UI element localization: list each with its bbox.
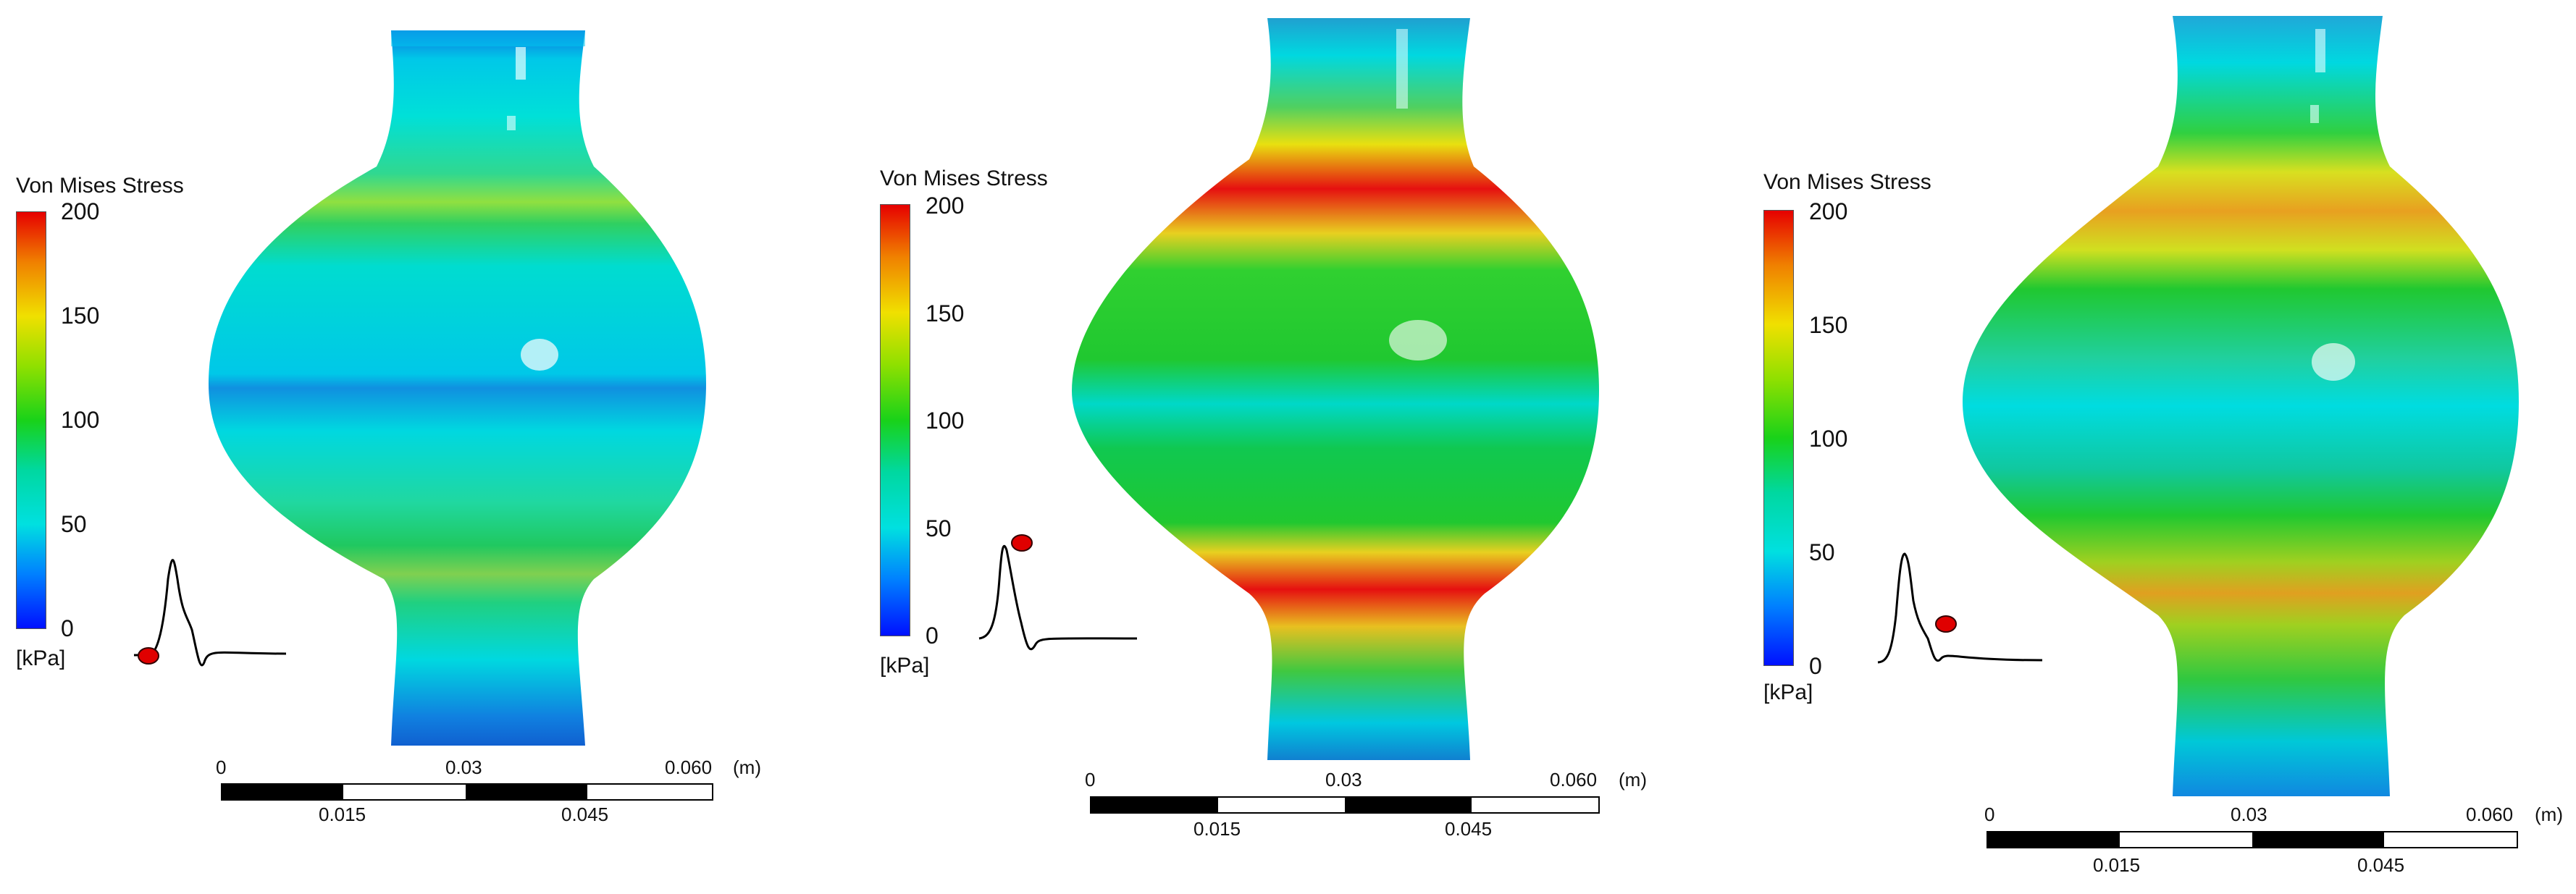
panel-3: Von Mises Stress 200 150 100 50 0 [kPa] …: [1738, 0, 2576, 894]
aneurysm-shape-2: [1072, 18, 1599, 760]
tick-label: 0: [1809, 653, 1822, 679]
tick-label: 100: [926, 408, 965, 434]
tick-label: 150: [1809, 312, 1848, 338]
scale-label: 0.015: [319, 804, 366, 825]
stress-surface-1: [209, 30, 706, 746]
scale-label: 0.060: [665, 756, 713, 778]
tick-label: 50: [61, 511, 87, 537]
scale-label: 0: [216, 756, 227, 778]
stress-surface-2: [1072, 18, 1599, 760]
stress-surface-3: [1963, 16, 2519, 796]
scale-label: 0.060: [1550, 769, 1598, 790]
scale-label: 0.060: [2466, 804, 2514, 825]
phase-marker: [1935, 615, 1957, 633]
tick-label: 50: [926, 515, 952, 541]
phase-marker: [1011, 534, 1033, 552]
highlight-2: [1389, 320, 1447, 360]
aneurysm-shape-1: [209, 30, 706, 746]
legend-title: Von Mises Stress: [16, 174, 184, 198]
scale-label: 0.045: [1445, 818, 1493, 840]
tick-label: 100: [61, 407, 100, 433]
scale-unit: (m): [2535, 804, 2563, 825]
highlight-1: [521, 339, 558, 371]
scale-unit: (m): [733, 756, 761, 778]
scale-label: 0: [1984, 804, 1995, 825]
scale-label: 0.045: [2357, 854, 2405, 876]
scale-label: 0.015: [1193, 818, 1241, 840]
tick-label: 0: [61, 615, 74, 641]
tick-label: 200: [61, 198, 100, 224]
panel-1: Von Mises Stress 200 150 100 50 0 [kPa] …: [0, 0, 855, 894]
cardiac-cycle-icon-2: [978, 534, 1138, 651]
tick-label: 150: [61, 303, 100, 329]
colorbar: [16, 211, 46, 629]
scale-label: 0.045: [561, 804, 609, 825]
tick-label: 200: [926, 193, 965, 219]
phase-marker: [138, 647, 159, 665]
colorbar: [880, 204, 910, 636]
scale-label: 0: [1085, 769, 1096, 790]
panel-2: Von Mises Stress 200 150 100 50 0 [kPa] …: [855, 0, 1716, 894]
tick-label: 100: [1809, 426, 1848, 452]
scale-unit: (m): [1619, 769, 1647, 790]
scale-label: 0.03: [445, 756, 482, 778]
scale-label: 0.03: [1325, 769, 1362, 790]
tick-label: 50: [1809, 539, 1835, 565]
aneurysm-shape-3: [1963, 16, 2519, 796]
legend-title: Von Mises Stress: [1763, 170, 1931, 194]
cardiac-cycle-icon-3: [1877, 552, 2043, 664]
tick-label: 150: [926, 300, 965, 326]
unit-label: [kPa]: [16, 646, 66, 670]
scale-label: 0.015: [2093, 854, 2141, 876]
scale-label: 0.03: [2231, 804, 2267, 825]
unit-label: [kPa]: [1763, 680, 1813, 704]
colorbar: [1763, 210, 1794, 666]
legend-title: Von Mises Stress: [880, 166, 1048, 190]
tick-label: 0: [926, 623, 939, 649]
cardiac-cycle-icon-1: [134, 559, 287, 667]
unit-label: [kPa]: [880, 654, 930, 678]
tick-label: 200: [1809, 198, 1848, 224]
highlight-3: [2312, 343, 2355, 381]
